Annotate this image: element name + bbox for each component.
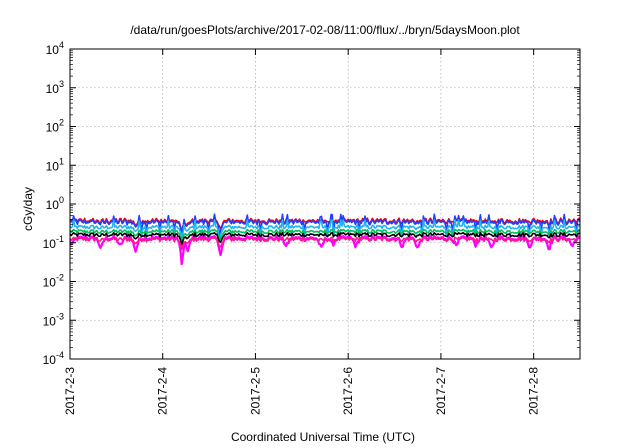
series-line — [70, 213, 580, 236]
y-tick-label: 102 — [46, 118, 64, 135]
series-line — [70, 219, 580, 242]
series-line — [70, 231, 580, 246]
plot-frame — [69, 48, 581, 360]
y-tick-label: 103 — [46, 79, 64, 96]
x-axis-label: Coordinated Universal Time (UTC) — [231, 430, 415, 444]
series-line — [70, 228, 580, 243]
grid — [70, 49, 580, 359]
y-axis-label: cGy/day — [21, 187, 35, 231]
x-tick-label: 2017-2-7 — [434, 367, 448, 415]
y-tick-label: 10-2 — [43, 273, 64, 290]
y-tick-label: 10-1 — [43, 234, 64, 251]
y-tick-label: 10-4 — [43, 350, 64, 367]
y-tick-label: 101 — [46, 156, 64, 173]
y-tick-label: 100 — [46, 195, 64, 212]
chart-title: /data/run/goesPlots/archive/2017-02-08/1… — [130, 23, 520, 37]
y-tick-label: 10-3 — [43, 311, 64, 328]
x-tick-label: 2017-2-3 — [63, 367, 77, 415]
axes: 10-4 10-3 10-2 10-1 100 101 102 103 104 2017-2-3 2… — [43, 40, 581, 415]
y-tick-label: 104 — [46, 40, 64, 57]
x-tick-label: 2017-2-8 — [527, 367, 541, 415]
x-tick-label: 2017-2-4 — [156, 367, 170, 415]
plot-area — [70, 213, 580, 266]
series-line — [70, 236, 580, 251]
x-tick-label: 2017-2-5 — [248, 367, 262, 415]
x-tick-label: 2017-2-6 — [341, 367, 355, 415]
